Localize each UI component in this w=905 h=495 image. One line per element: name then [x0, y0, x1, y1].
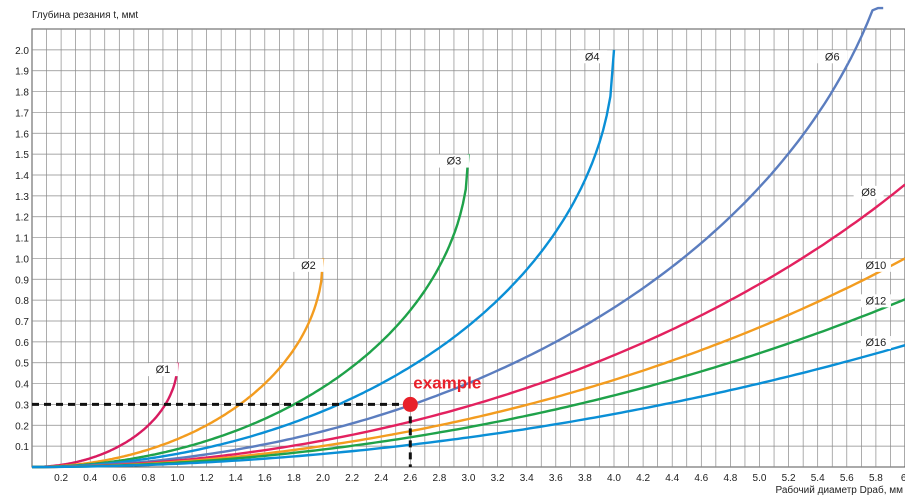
curve-label-d2: Ø2: [301, 260, 316, 272]
curve-label-bg: [860, 258, 891, 272]
x-tick-label: 1.0: [171, 473, 185, 484]
x-tick-label: 3.6: [549, 473, 563, 484]
x-axis-title: Рабочий диаметр Dраб, мм: [775, 484, 903, 495]
y-tick-label: 0.8: [15, 296, 29, 307]
curve-label-bg: [860, 336, 891, 350]
curve-label-d8: Ø8: [861, 187, 876, 199]
curve-label-bg: [577, 50, 608, 64]
curve-label-bg: [293, 258, 324, 272]
y-tick-label: 0.2: [15, 421, 29, 432]
x-tick-label: 5.4: [811, 473, 825, 484]
curve-label-bg: [860, 294, 891, 308]
y-tick-label: 1.2: [15, 213, 29, 224]
x-tick-label: 1.8: [287, 473, 301, 484]
curve-label-d1: Ø1: [156, 364, 171, 376]
x-tick-label: 2.6: [403, 473, 417, 484]
x-tick-label: 1.4: [229, 473, 243, 484]
curve-d6: [32, 6, 884, 469]
x-tick-label: 2.0: [316, 473, 330, 484]
curve-d16: [32, 344, 905, 469]
labels-layer: Ø1 Ø2 Ø3 Ø4 Ø6 Ø8 Ø10 Ø12 Ø16: [147, 50, 891, 377]
y-tick-label: 1.6: [15, 129, 29, 140]
curve-label-bg: [147, 363, 178, 377]
x-tick-label: 0.6: [112, 473, 126, 484]
y-axis-title: Глубина резания t, ммt: [32, 9, 138, 21]
x-tick-label: 5.0: [753, 473, 767, 484]
x-tick-label: 0.2: [54, 473, 68, 484]
y-tick-label: 1.8: [15, 88, 29, 99]
grid-layer: 0.2 0.4 0.6 0.8 1.0 1.2 1.4 1.6 1.8 2.0 2.2 2.4 2.6 2…: [15, 28, 905, 484]
x-tick-label: 1.2: [200, 473, 214, 484]
y-tick-label: 2.0: [15, 46, 29, 57]
x-tick-label: 5.6: [840, 473, 854, 484]
y-tick-label: 1.4: [15, 171, 29, 182]
y-tick-label: 1.5: [15, 150, 29, 161]
x-tick-label: 5.8: [869, 473, 883, 484]
x-tick-label: 6.: [901, 473, 905, 484]
example-point: [402, 396, 418, 412]
curve-label-bg: [438, 154, 469, 168]
y-tick-label: 0.5: [15, 359, 29, 370]
curve-d4: [32, 49, 616, 469]
y-tick-label: 1.1: [15, 234, 29, 245]
x-tick-label: 3.0: [462, 473, 476, 484]
x-tick-label: 0.4: [83, 473, 97, 484]
curve-label-d10: Ø10: [866, 260, 887, 272]
x-tick-label: 3.8: [578, 473, 592, 484]
x-tick-label: 4.0: [607, 473, 621, 484]
curves-layer: [31, 6, 905, 469]
y-tick-label: 1.9: [15, 67, 29, 78]
x-tick-label: 0.8: [141, 473, 155, 484]
x-tick-label: 3.2: [491, 473, 505, 484]
y-tick-label: 1.7: [15, 108, 29, 119]
x-tick-label: 4.4: [665, 473, 679, 484]
curve-label-d12: Ø12: [866, 295, 887, 307]
y-tick-label: 0.9: [15, 275, 29, 286]
curve-label-d4: Ø4: [585, 51, 600, 63]
x-tick-label: 2.8: [432, 473, 446, 484]
curve-d8: [32, 183, 905, 469]
y-tick-label: 1.0: [15, 254, 29, 265]
x-tick-label: 4.2: [636, 473, 650, 484]
y-tick-label: 0.7: [15, 317, 29, 328]
example-label: example: [413, 373, 481, 392]
x-tick-label: 5.2: [782, 473, 796, 484]
y-tick-label: 0.4: [15, 380, 29, 391]
x-tick-label: 2.4: [374, 473, 388, 484]
y-tick-label: 1.3: [15, 192, 29, 203]
x-tick-label: 4.8: [723, 473, 737, 484]
curve-label-d6: Ø6: [825, 51, 840, 63]
x-tick-label: 4.6: [694, 473, 708, 484]
x-tick-label: 3.4: [520, 473, 534, 484]
curve-label-d16: Ø16: [866, 337, 887, 349]
y-tick-label: 0.1: [15, 442, 29, 453]
x-tick-label: 2.2: [345, 473, 359, 484]
example-layer: example: [32, 373, 481, 467]
y-tick-label: 0.6: [15, 338, 29, 349]
curve-label-d3: Ø3: [447, 156, 462, 168]
curve-label-bg: [853, 185, 884, 199]
y-tick-label: 0.3: [15, 400, 29, 411]
curve-label-bg: [817, 50, 848, 64]
x-tick-label: 1.6: [258, 473, 272, 484]
